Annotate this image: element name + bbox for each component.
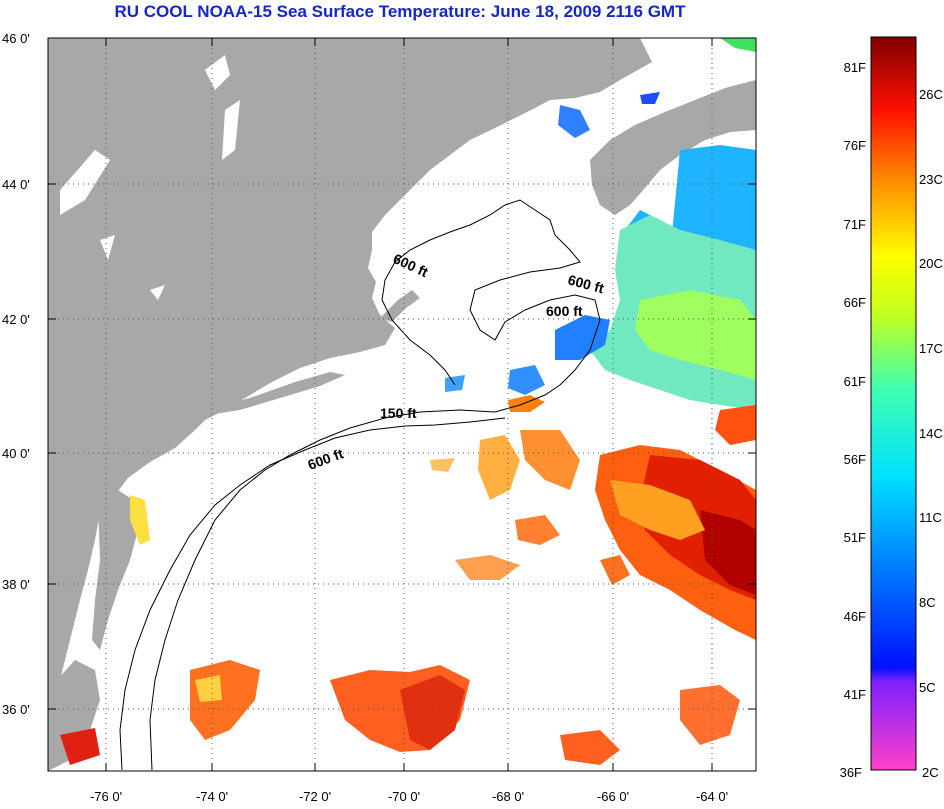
cb-c-8: 8C (919, 595, 936, 610)
plot-frame (47, 37, 757, 772)
lon-label-66: -66 0' (597, 789, 629, 804)
cb-f-76: 76F (844, 138, 866, 153)
cb-c-14: 14C (919, 426, 943, 441)
latitude-labels: 46 0' 44 0' 42 0' 40 0' 38 0' 36 0' (2, 31, 30, 717)
cb-f-46: 46F (844, 609, 866, 624)
colorbar-fahrenheit-labels: 81F 76F 71F 66F 61F 56F 51F 46F 41F 36F (840, 60, 866, 780)
bathymetry-contours (119, 199, 601, 771)
cb-c-2: 2C (922, 765, 939, 780)
cb-f-66: 66F (844, 295, 866, 310)
cb-f-61: 61F (844, 374, 866, 389)
cb-f-71: 71F (844, 217, 866, 232)
contour-label-600ft-georges: 600 ft (546, 303, 583, 319)
land-long-island (210, 372, 345, 414)
lat-label-44: 44 0' (2, 177, 30, 192)
lon-label-70: -70 0' (388, 789, 420, 804)
land-nova-scotia (590, 80, 756, 215)
colorbar-celsius-labels: 26C 23C 20C 17C 14C 11C 8C 5C 2C (919, 87, 943, 780)
lon-label-74: -74 0' (196, 789, 228, 804)
inland-lakes (60, 55, 240, 300)
lat-label-46: 46 0' (2, 31, 30, 46)
cb-c-26: 26C (919, 87, 943, 102)
lat-label-40: 40 0' (2, 446, 30, 461)
land-mainland (48, 38, 652, 720)
lat-label-36: 36 0' (2, 702, 30, 717)
cb-c-11: 11C (919, 510, 942, 525)
sst-patches (60, 38, 756, 765)
cb-f-36: 36F (840, 765, 862, 780)
land-delmarva (92, 490, 138, 650)
grid-lines (48, 38, 756, 771)
lat-label-42: 42 0' (2, 312, 30, 327)
tick-marks (48, 37, 756, 771)
lon-label-76: -76 0' (90, 789, 122, 804)
contour-label-150ft: 150 ft (380, 405, 417, 421)
lat-label-38: 38 0' (2, 577, 30, 592)
lon-label-64: -64 0' (696, 789, 728, 804)
cb-c-17: 17C (919, 341, 943, 356)
land-cape-cod (380, 290, 420, 322)
cb-f-81: 81F (844, 60, 866, 75)
map-title: RU COOL NOAA-15 Sea Surface Temperature:… (114, 2, 686, 21)
cb-f-41: 41F (844, 687, 866, 702)
longitude-labels: -76 0' -74 0' -72 0' -70 0' -68 0' -66 0… (90, 789, 728, 804)
lon-label-68: -68 0' (492, 789, 524, 804)
cb-f-51: 51F (844, 530, 866, 545)
cb-c-5: 5C (919, 680, 936, 695)
land-southern-coast (48, 660, 100, 771)
cb-c-23: 23C (919, 172, 943, 187)
cb-f-56: 56F (844, 452, 866, 467)
cb-c-20: 20C (919, 256, 943, 271)
lon-label-72: -72 0' (299, 789, 331, 804)
colorbar (870, 36, 917, 771)
